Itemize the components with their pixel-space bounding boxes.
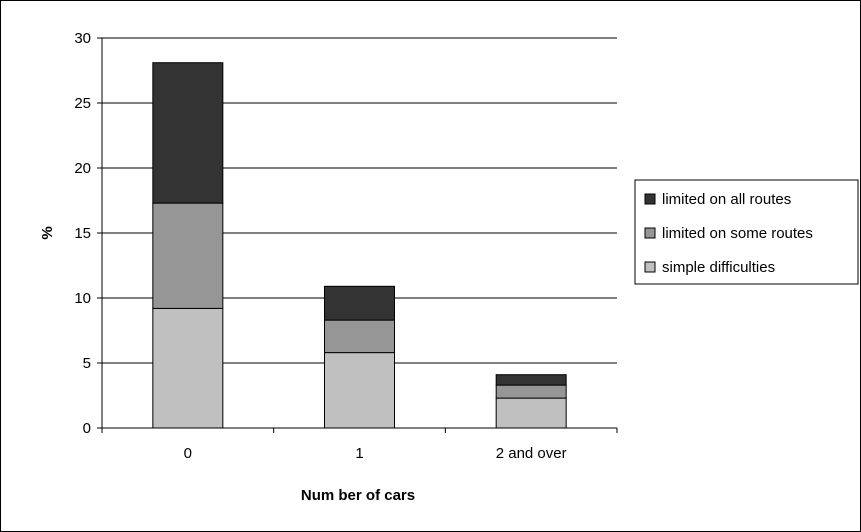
x-tick-labels: 0 1 2 and over — [101, 428, 618, 462]
legend-label: limited on some routes — [662, 225, 813, 242]
bar-segment — [324, 285, 395, 321]
bar-segment — [152, 307, 224, 429]
bar-segment — [324, 319, 395, 354]
bar-segment — [152, 202, 224, 309]
y-tick-label: 20 — [74, 160, 91, 177]
bars — [152, 62, 567, 429]
legend-label: limited on all routes — [662, 191, 791, 208]
bar-segment — [152, 62, 224, 204]
y-tick-labels: 0 5 10 15 20 25 30 — [74, 30, 102, 437]
y-tick-label: 10 — [74, 290, 91, 307]
y-tick-label: 5 — [83, 355, 91, 372]
legend-box — [634, 179, 859, 285]
legend[interactable]: limited on all routes limited on some rou… — [634, 179, 859, 285]
bar-segment — [495, 374, 567, 386]
x-tick-label: 0 — [184, 445, 192, 462]
y-tick-label: 15 — [74, 225, 91, 242]
y-tick-label: 0 — [83, 420, 91, 437]
x-axis-title: Num ber of cars — [301, 487, 415, 504]
y-axis-title: % — [39, 226, 56, 239]
x-tick-label: 2 and over — [496, 445, 567, 462]
x-tick-label: 1 — [355, 445, 363, 462]
bar-segment — [495, 397, 567, 429]
y-tick-label: 25 — [74, 95, 91, 112]
bar-segment — [324, 352, 395, 429]
legend-swatch — [644, 193, 656, 205]
y-tick-label: 30 — [74, 30, 91, 47]
legend-label: simple difficulties — [662, 259, 775, 276]
legend-swatch — [644, 227, 656, 239]
legend-swatch — [644, 261, 656, 273]
bar-segment — [495, 384, 567, 399]
